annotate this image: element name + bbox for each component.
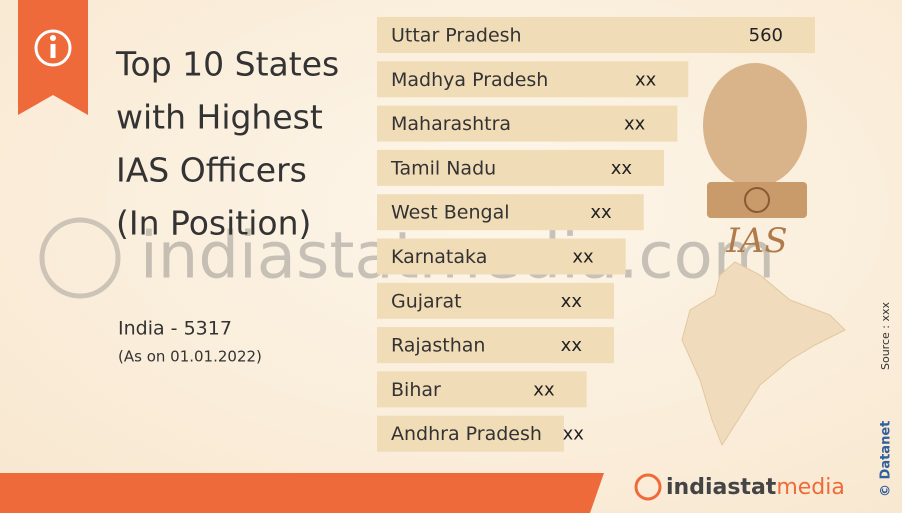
bar [377,327,614,364]
category-label: Rajasthan [391,335,485,357]
emblem-wheel [744,187,770,213]
category-label: Uttar Pradesh [391,25,522,47]
footer-brand-first: indiastat [666,475,777,500]
bar [377,415,564,452]
value-label: xx [563,424,585,445]
bar [377,194,644,231]
emblem: IAS [703,63,807,261]
category-label: Gujarat [391,290,462,312]
info-icon-bar [50,44,56,58]
category-label: Tamil Nadu [390,157,496,179]
value-label: xx [635,69,657,90]
emblem-text: IAS [725,221,787,261]
title-line: (In Position) [116,204,311,243]
footer-brand: indiastatmedia [666,475,845,500]
category-label: Madhya Pradesh [391,69,548,91]
value-label: xx [624,114,646,135]
bars: Uttar Pradesh 560 Madhya Pradesh xx Maharash… [377,17,815,452]
value-label: xx [561,335,583,356]
watermark-icon [39,217,121,299]
category-label: Andhra Pradesh [391,423,542,445]
emblem-base [707,182,807,218]
value-label: xx [561,291,583,312]
footer-icon [634,473,662,501]
category-label: Bihar [391,379,441,401]
value-label: xx [533,379,555,400]
category-label: West Bengal [391,202,510,224]
footer-brand-second: media [776,475,845,500]
copyright: © Datanet [879,421,894,497]
source: Source : xxx [879,302,892,370]
bar [377,61,689,98]
info-icon [34,29,72,67]
value-label: 560 [749,25,783,46]
emblem-lions [703,63,807,187]
india-map [681,261,846,447]
subtitle: India - 5317 [118,318,232,340]
title-line: with Highest [116,98,323,137]
value-label: xx [572,247,594,268]
category-label: Maharashtra [391,113,511,135]
title-line: IAS Officers [116,151,307,190]
title-group: Top 10 States with Highest IAS Officers (In… [115,45,339,243]
category-label: Karnataka [391,246,487,268]
bar [377,238,626,275]
bar [377,17,815,53]
value-label: xx [611,158,633,179]
bar [377,149,665,186]
info-icon-dot [50,35,56,41]
bar [377,282,614,319]
bar [377,105,678,142]
footer-band [0,473,604,513]
value-label: xx [590,202,612,223]
bar [377,371,587,408]
title-line: Top 10 States [115,45,339,84]
note: (As on 01.01.2022) [118,348,262,366]
